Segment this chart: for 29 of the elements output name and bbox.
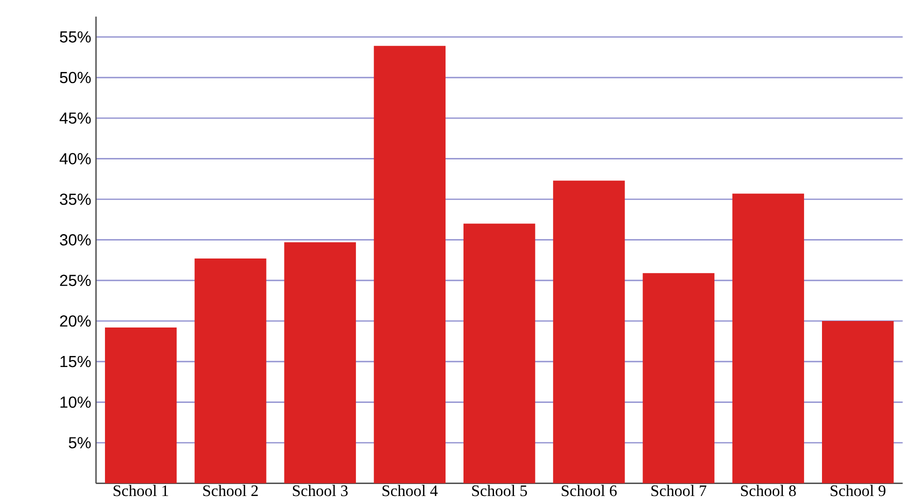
- x-tick-label: School 6: [562, 484, 617, 496]
- bar: [822, 321, 894, 484]
- x-tick-label: School 2: [203, 484, 258, 496]
- y-tick-label: 55%: [60, 31, 91, 43]
- bar: [194, 258, 266, 484]
- x-tick-label: School 4: [382, 484, 438, 496]
- y-tick-label: 50%: [60, 72, 91, 84]
- bar: [732, 194, 804, 484]
- y-tick-label: 30%: [60, 234, 91, 246]
- bar: [463, 224, 536, 484]
- x-tick-label: School 9: [830, 484, 886, 496]
- y-tick-label: 25%: [60, 274, 91, 286]
- y-tick-label: 15%: [60, 356, 91, 368]
- y-tick-label: 45%: [60, 112, 91, 124]
- x-tick-label: School 7: [651, 484, 706, 496]
- y-tick-label: 5%: [68, 437, 91, 448]
- y-tick-label: 10%: [60, 396, 91, 408]
- bar: [104, 328, 177, 484]
- x-tick-label: School 3: [292, 484, 348, 496]
- y-tick-label: 35%: [60, 194, 91, 205]
- y-tick-label: 20%: [60, 315, 91, 327]
- bar: [642, 273, 714, 484]
- bar: [553, 180, 625, 484]
- y-tick-label: 40%: [60, 153, 91, 164]
- x-tick-label: School 5: [472, 484, 527, 496]
- x-tick-label: School 8: [741, 484, 796, 496]
- bar: [374, 46, 446, 484]
- x-tick-label: School 1: [114, 484, 168, 496]
- bar: [284, 242, 356, 484]
